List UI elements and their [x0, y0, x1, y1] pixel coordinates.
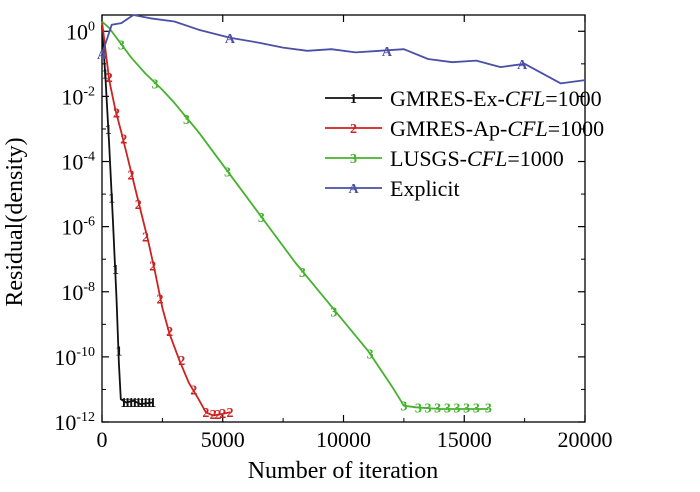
series-marker: 2: [166, 325, 173, 340]
series-marker: 1: [102, 68, 109, 83]
series-marker: A: [97, 48, 108, 63]
series-marker: 2: [127, 169, 134, 184]
legend-marker: 1: [350, 92, 357, 107]
series-marker: 1: [149, 396, 156, 411]
series-marker: 3: [152, 77, 159, 92]
y-axis-ticks: 100 10-2 10-4 10-6 10-8 10-10 10-12: [54, 19, 585, 435]
series-marker: 2: [190, 383, 197, 398]
series-marker: 1: [108, 191, 115, 206]
series-marker: 3: [434, 401, 441, 416]
series-marker: 2: [178, 354, 185, 369]
series-marker: 2: [226, 406, 233, 421]
legend-marker: 2: [350, 122, 357, 137]
series-marker: 3: [299, 266, 306, 281]
series-marker: 3: [463, 401, 470, 416]
series-marker: 1: [124, 396, 131, 411]
series-marker: 1: [146, 396, 153, 411]
series-marker: 3: [473, 401, 480, 416]
series-line: [101, 20, 489, 410]
series-marker: 3: [258, 211, 265, 226]
series-marker: 3: [444, 401, 451, 416]
y-tick-label: 10-2: [61, 84, 95, 109]
series-marker: 3: [330, 305, 337, 320]
x-tick-label: 20000: [558, 427, 613, 452]
y-tick-label: 10-10: [54, 345, 95, 370]
series-marker: 3: [415, 401, 422, 416]
series-marker: 2: [149, 260, 156, 275]
series-line: [101, 21, 231, 417]
series-marker: 1: [105, 123, 112, 138]
x-tick-label: 0: [97, 427, 108, 452]
series-marker: 3: [224, 165, 231, 180]
series-marker: 2: [113, 107, 120, 122]
series-marker: 1: [142, 396, 149, 411]
legend-marker: A: [348, 182, 359, 197]
series-marker: 2: [106, 71, 113, 86]
series-marker: 2: [219, 407, 226, 422]
series-marker: 2: [202, 406, 209, 421]
series-marker: 1: [127, 396, 134, 411]
series-marker: 3: [454, 401, 461, 416]
series-marker: 3: [183, 113, 190, 128]
y-tick-label: 10-6: [61, 215, 95, 240]
y-tick-label: 10-12: [54, 410, 95, 435]
series-marker: 3: [400, 400, 407, 415]
y-tick-label: 10-4: [61, 150, 95, 175]
series-marker: 1: [120, 396, 127, 411]
plot-border: [101, 14, 586, 423]
series-marker: 2: [135, 198, 142, 213]
series-marker: 2: [120, 133, 127, 148]
x-tick-label: 5000: [201, 427, 245, 452]
series-marker: 3: [485, 401, 492, 416]
series-marker: 1: [131, 396, 138, 411]
series-marker: A: [517, 58, 528, 73]
series-marker: 2: [142, 230, 149, 245]
legend-label: GMRES-Ex-CFL=1000: [390, 86, 602, 111]
series-explicit: A A A A: [97, 14, 586, 85]
series-marker: 1: [112, 263, 119, 278]
series-marker: 2: [210, 408, 217, 423]
x-axis-label: Number of iteration: [248, 458, 439, 484]
series-line: [101, 24, 153, 405]
y-tick-label: 100: [66, 19, 95, 44]
legend-label: GMRES-Ap-CFL=1000: [390, 116, 604, 141]
series-marker: 1: [115, 344, 122, 359]
legend: 1 GMRES-Ex-CFL=1000 2 GMRES-Ap-CFL=1000 3 LUS…: [325, 86, 604, 201]
x-axis-ticks: 0 5000 10000 15000 20000: [97, 15, 613, 452]
series-marker: 3: [367, 348, 374, 363]
plot-area: [101, 14, 586, 423]
series-marker: 1: [138, 396, 145, 411]
legend-label: Explicit: [390, 176, 460, 201]
legend-marker: 3: [350, 152, 357, 167]
series-line: [101, 14, 586, 85]
legend-label: LUSGS-CFL=1000: [390, 146, 564, 171]
x-tick-label: 15000: [437, 427, 492, 452]
y-tick-label: 10-8: [61, 280, 95, 305]
series-marker: 3: [118, 38, 125, 53]
y-axis-label: Residual(density): [2, 137, 28, 306]
series-marker: A: [225, 32, 236, 47]
series-marker: 1: [135, 396, 142, 411]
series-marker: 2: [214, 408, 221, 423]
series-marker: A: [382, 45, 393, 60]
x-tick-label: 10000: [316, 427, 371, 452]
series-marker: 2: [156, 292, 163, 307]
series-marker: 3: [425, 401, 432, 416]
